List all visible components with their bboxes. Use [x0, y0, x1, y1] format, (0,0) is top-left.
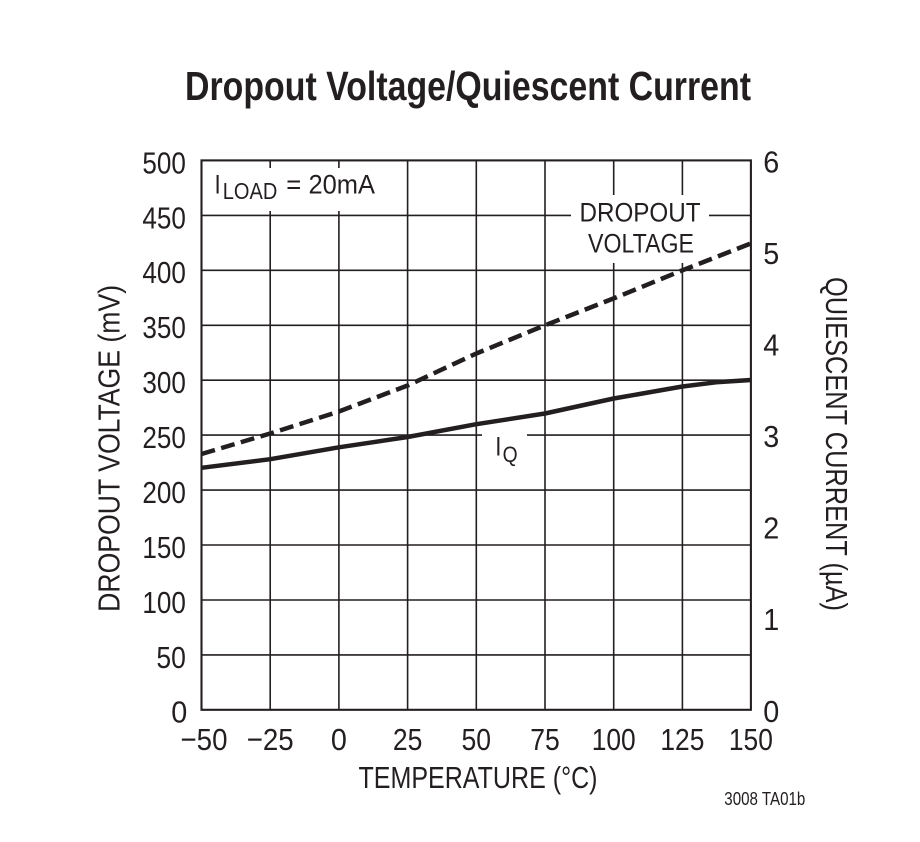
- svg-text:300: 300: [142, 365, 186, 400]
- svg-text:200: 200: [142, 475, 186, 510]
- svg-text:DROPOUT VOLTAGE (mV): DROPOUT VOLTAGE (mV): [91, 285, 126, 612]
- svg-text:QUIESCENT CURRENT (µA): QUIESCENT CURRENT (µA): [819, 277, 854, 611]
- svg-text:350: 350: [142, 310, 186, 345]
- svg-text:0: 0: [331, 722, 347, 757]
- svg-text:20mA: 20mA: [309, 170, 376, 200]
- svg-text:0: 0: [171, 694, 187, 729]
- svg-text:450: 450: [142, 200, 186, 235]
- svg-text:50: 50: [156, 640, 186, 675]
- svg-text:−50: −50: [181, 722, 228, 757]
- svg-text:TEMPERATURE (°C): TEMPERATURE (°C): [359, 761, 598, 795]
- svg-text:LOAD: LOAD: [223, 178, 277, 204]
- svg-text:3008 TA01b: 3008 TA01b: [724, 789, 805, 809]
- svg-text:25: 25: [393, 722, 423, 757]
- svg-text:400: 400: [142, 255, 186, 290]
- svg-text:Dropout Voltage/Quiescent Curr: Dropout Voltage/Quiescent Current: [185, 63, 751, 109]
- svg-text:−25: −25: [247, 722, 294, 757]
- svg-text:I: I: [215, 170, 221, 200]
- svg-text:6: 6: [763, 144, 779, 179]
- svg-text:75: 75: [530, 722, 560, 757]
- svg-text:250: 250: [142, 420, 186, 455]
- svg-text:50: 50: [462, 722, 492, 757]
- svg-text:100: 100: [592, 722, 636, 757]
- svg-text:5: 5: [763, 236, 779, 271]
- svg-text:2: 2: [763, 511, 779, 546]
- svg-text:=: =: [286, 170, 301, 200]
- svg-text:1: 1: [763, 602, 779, 637]
- svg-text:Q: Q: [503, 442, 518, 467]
- svg-text:DROPOUT: DROPOUT: [580, 197, 701, 227]
- svg-text:125: 125: [660, 722, 704, 757]
- svg-text:150: 150: [729, 722, 773, 757]
- svg-text:0: 0: [763, 694, 779, 729]
- svg-text:100: 100: [142, 585, 186, 620]
- svg-text:500: 500: [142, 145, 186, 180]
- svg-text:3: 3: [763, 419, 779, 454]
- svg-text:VOLTAGE: VOLTAGE: [588, 229, 694, 259]
- svg-text:150: 150: [142, 530, 186, 565]
- svg-text:I: I: [495, 432, 501, 462]
- svg-text:4: 4: [763, 328, 779, 363]
